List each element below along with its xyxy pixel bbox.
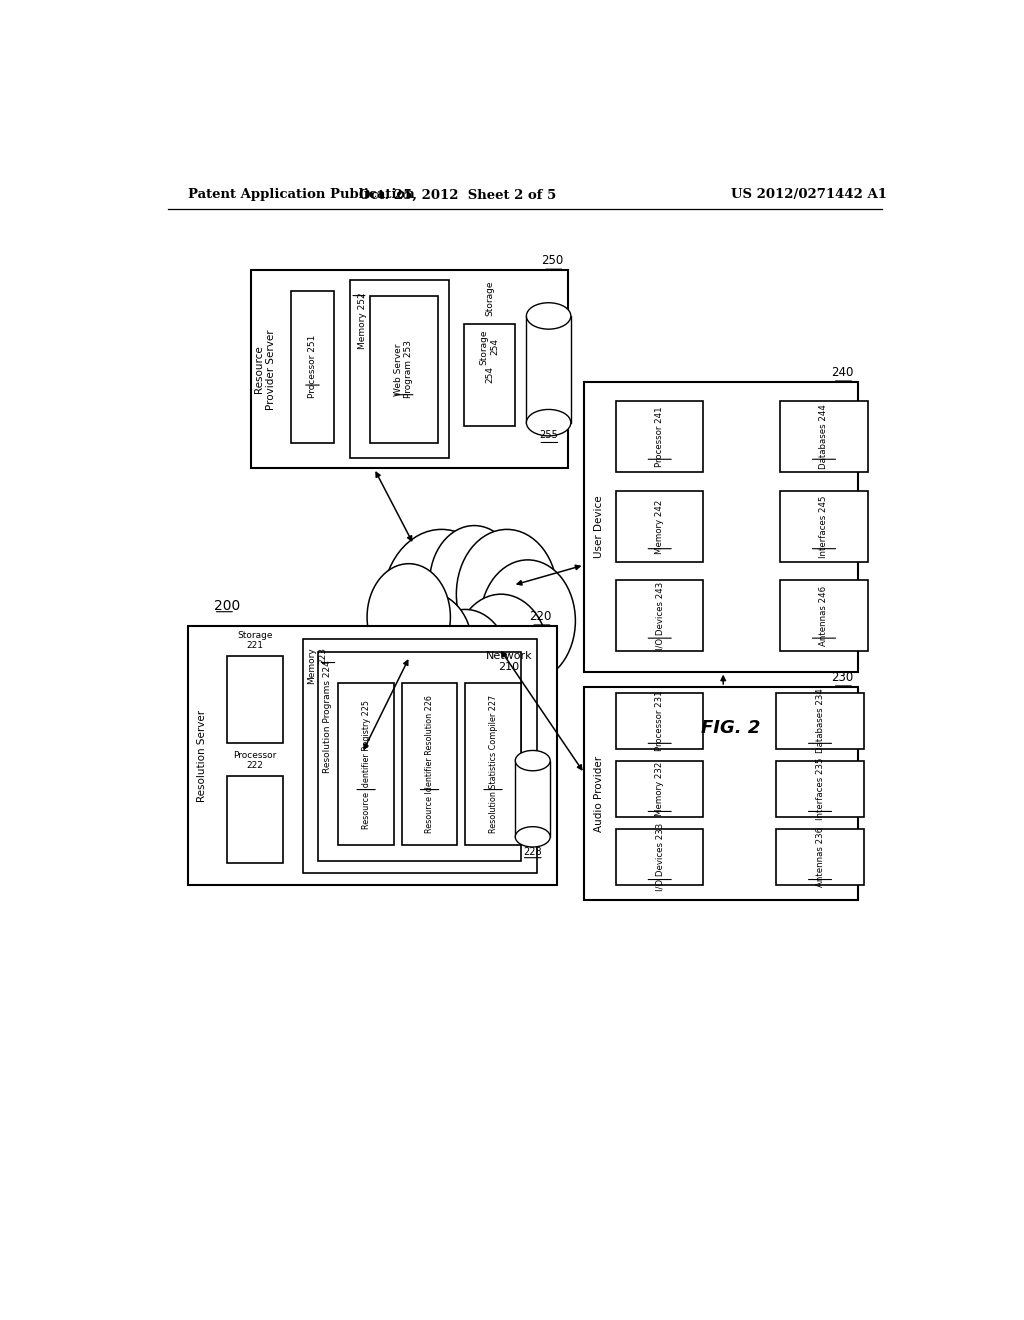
Bar <box>227 656 283 743</box>
Text: 250: 250 <box>542 255 563 267</box>
Text: 223: 223 <box>318 647 328 664</box>
Text: Databases 244: Databases 244 <box>819 404 828 470</box>
Bar <box>370 296 437 444</box>
Text: Storage: Storage <box>485 280 494 315</box>
Text: Processor 241: Processor 241 <box>655 407 665 467</box>
Ellipse shape <box>526 409 570 436</box>
Ellipse shape <box>515 826 550 847</box>
Text: Processor 251: Processor 251 <box>308 335 317 399</box>
Text: I/O Devices 233: I/O Devices 233 <box>655 824 665 891</box>
Text: Patent Application Publication: Patent Application Publication <box>187 189 415 202</box>
Circle shape <box>454 594 549 717</box>
Text: Databases 234: Databases 234 <box>815 689 824 754</box>
Text: Network
210: Network 210 <box>485 651 532 672</box>
Text: Antennas 236: Antennas 236 <box>815 828 824 887</box>
Text: US 2012/0271442 A1: US 2012/0271442 A1 <box>731 189 887 202</box>
Circle shape <box>387 593 472 702</box>
Text: Memory: Memory <box>307 647 316 684</box>
Bar <box>401 682 458 846</box>
Text: 230: 230 <box>831 671 853 684</box>
Circle shape <box>480 560 575 682</box>
Text: 220: 220 <box>529 610 552 623</box>
Text: Processor
222: Processor 222 <box>233 751 276 771</box>
Bar <box>616 829 703 886</box>
Bar <box>338 682 394 846</box>
Text: FIG. 2: FIG. 2 <box>701 718 761 737</box>
Text: Antennas 246: Antennas 246 <box>819 586 828 645</box>
Text: Resolution Server: Resolution Server <box>197 709 207 801</box>
Bar <box>780 581 867 651</box>
Text: Resource Identifier Resolution 226: Resource Identifier Resolution 226 <box>425 696 434 833</box>
Text: Memory 252: Memory 252 <box>358 293 368 350</box>
Text: 200: 200 <box>214 598 240 612</box>
Text: Memory 242: Memory 242 <box>655 499 665 553</box>
Text: 254: 254 <box>485 367 494 383</box>
Text: 255: 255 <box>540 430 558 441</box>
Ellipse shape <box>526 302 570 329</box>
Text: Resource
Provider Server: Resource Provider Server <box>255 329 276 409</box>
Bar <box>303 639 537 873</box>
Circle shape <box>421 610 510 723</box>
Bar <box>780 491 867 562</box>
Bar <box>291 290 334 444</box>
Bar <box>616 491 703 562</box>
Bar <box>526 315 570 422</box>
Text: User Device: User Device <box>594 495 603 558</box>
Bar <box>616 581 703 651</box>
Bar <box>187 626 557 886</box>
Bar <box>780 401 867 473</box>
Bar <box>616 762 703 817</box>
Bar <box>616 693 703 748</box>
Bar <box>776 693 863 748</box>
Text: Processor 231: Processor 231 <box>655 690 665 751</box>
Bar <box>616 401 703 473</box>
Text: Storage
254: Storage 254 <box>480 329 499 364</box>
Text: Audio Provider: Audio Provider <box>594 755 603 832</box>
Bar <box>776 762 863 817</box>
Text: 240: 240 <box>830 366 853 379</box>
Text: Resource Identifier Registry 225: Resource Identifier Registry 225 <box>361 700 371 829</box>
Bar <box>515 760 550 837</box>
Circle shape <box>430 525 519 640</box>
Circle shape <box>382 529 501 682</box>
Bar <box>350 280 450 458</box>
Text: Web Server
Program 253: Web Server Program 253 <box>394 341 414 399</box>
Text: Storage
221: Storage 221 <box>238 631 272 651</box>
Text: Interfaces 245: Interfaces 245 <box>819 495 828 557</box>
Bar <box>585 686 858 900</box>
Text: 228: 228 <box>523 846 542 857</box>
Bar <box>318 652 521 861</box>
Text: Memory 232: Memory 232 <box>655 762 665 816</box>
Text: I/O Devices 243: I/O Devices 243 <box>655 582 665 649</box>
Text: Oct. 25, 2012  Sheet 2 of 5: Oct. 25, 2012 Sheet 2 of 5 <box>358 189 556 202</box>
Text: Resolution Programs 224: Resolution Programs 224 <box>324 660 333 774</box>
Text: Resolution Statistics Compiler 227: Resolution Statistics Compiler 227 <box>488 696 498 833</box>
Ellipse shape <box>515 751 550 771</box>
Bar <box>585 381 858 672</box>
Circle shape <box>367 564 451 671</box>
Bar <box>464 325 515 426</box>
Bar <box>227 776 283 863</box>
Bar <box>251 271 568 469</box>
Circle shape <box>457 529 557 659</box>
Text: Interfaces 235: Interfaces 235 <box>815 758 824 820</box>
Bar <box>465 682 521 846</box>
Bar <box>776 829 863 886</box>
